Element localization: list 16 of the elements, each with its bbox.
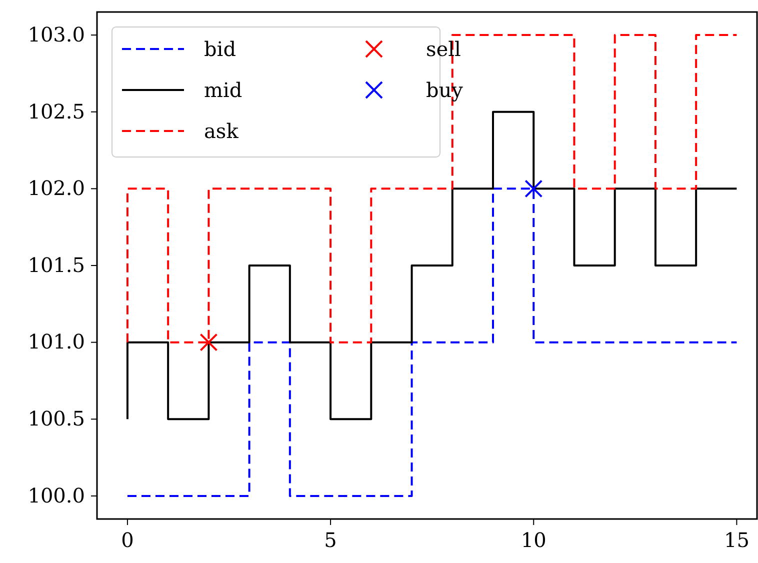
- legend-label: sell: [426, 37, 461, 61]
- y-tick-label: 100.5: [28, 406, 85, 431]
- legend-label: buy: [426, 78, 464, 102]
- y-tick-label: 100.0: [28, 483, 85, 508]
- y-tick-label: 102.0: [28, 176, 85, 200]
- y-tick-label: 102.5: [28, 99, 85, 124]
- y-tick-label: 103.0: [28, 22, 85, 46]
- x-tick-label: 10: [520, 528, 546, 552]
- x-tick-label: 5: [324, 528, 337, 552]
- legend-label: ask: [204, 119, 240, 143]
- y-tick-label: 101.5: [28, 252, 85, 277]
- x-tick-label: 0: [121, 528, 134, 552]
- y-tick-label: 101.0: [28, 330, 85, 354]
- legend-label: mid: [204, 78, 242, 102]
- legend-label: bid: [204, 37, 236, 61]
- x-tick-label: 15: [724, 528, 750, 552]
